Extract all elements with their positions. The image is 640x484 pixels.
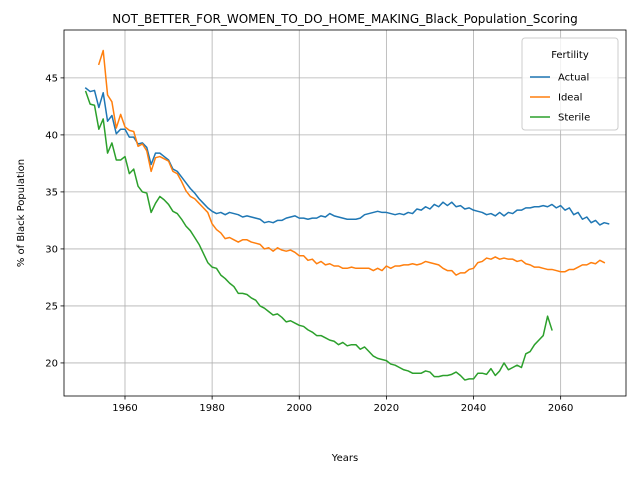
y-axis-label: % of Black Population xyxy=(16,159,27,267)
series-lines xyxy=(84,49,610,381)
axis-ticks: 1960 1980 2000 2020 2040 2060 20 25 30 35 40 45 xyxy=(45,73,573,414)
x-axis-label: Years xyxy=(331,453,358,464)
x-tick-label: 1980 xyxy=(199,403,224,414)
y-tick-label: 45 xyxy=(45,73,58,84)
legend-label-ideal: Ideal xyxy=(558,93,582,104)
legend-box xyxy=(521,37,619,131)
series-line-sterile xyxy=(84,90,553,381)
legend-title: Fertility xyxy=(551,50,589,61)
y-tick-label: 25 xyxy=(45,301,58,312)
x-tick-label: 1960 xyxy=(112,403,137,414)
x-tick-label: 2000 xyxy=(287,403,312,414)
y-tick-label: 20 xyxy=(45,358,58,369)
series-line-actual xyxy=(84,87,610,226)
x-tick-label: 2060 xyxy=(548,403,573,414)
grid-lines xyxy=(64,30,626,396)
series-line-ideal xyxy=(97,49,606,276)
legend-label-actual: Actual xyxy=(558,73,589,84)
x-tick-label: 2040 xyxy=(461,403,486,414)
y-tick-label: 35 xyxy=(45,187,58,198)
legend-label-sterile: Sterile xyxy=(558,113,590,124)
x-tick-label: 2020 xyxy=(374,403,399,414)
y-tick-label: 30 xyxy=(45,244,58,255)
legend: Fertility Actual Ideal Sterile xyxy=(521,37,619,131)
plot-area-frame xyxy=(63,29,627,397)
legend-items: Actual Ideal Sterile xyxy=(530,73,590,124)
y-tick-label: 40 xyxy=(45,130,58,141)
chart-title: NOT_BETTER_FOR_WOMEN_TO_DO_HOME_MAKING_B… xyxy=(112,12,578,26)
